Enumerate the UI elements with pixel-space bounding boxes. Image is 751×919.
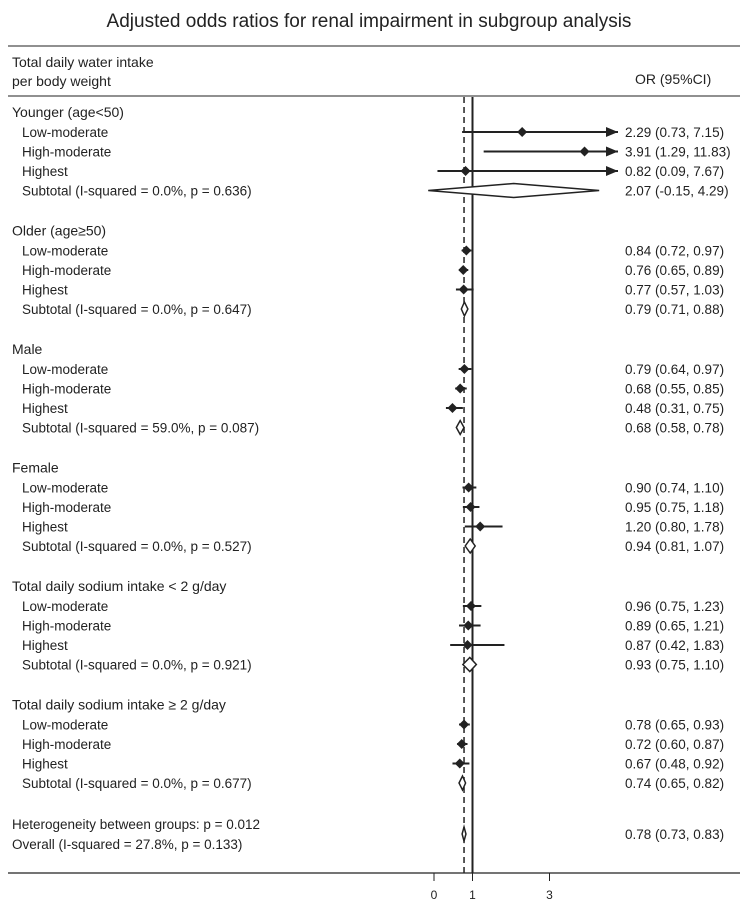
row-ci-text: 0.48 (0.31, 0.75) xyxy=(625,401,724,416)
row-ci-text: 0.82 (0.09, 7.67) xyxy=(625,164,724,179)
row-point-estimate xyxy=(459,719,470,730)
subtotal-label: Subtotal (I-squared = 0.0%, p = 0.677) xyxy=(22,776,252,791)
group-label: Female xyxy=(12,460,59,476)
row-label: Low-moderate xyxy=(22,244,108,259)
subtotal-diamond xyxy=(460,300,469,318)
subtotal-ci-text: 2.07 (-0.15, 4.29) xyxy=(625,184,729,199)
overall-diamond xyxy=(461,824,467,844)
subtotal-ci-text: 0.74 (0.65, 0.82) xyxy=(625,776,724,791)
row-ci-arrow xyxy=(606,146,618,157)
overall-ci-text: 0.78 (0.73, 0.83) xyxy=(625,827,724,842)
row-label: Low-moderate xyxy=(22,718,108,733)
row-label: Highest xyxy=(22,164,68,179)
row-point-estimate xyxy=(456,739,467,749)
row-ci-text: 0.89 (0.65, 1.21) xyxy=(625,619,724,634)
x-axis-tick-label: 3 xyxy=(546,888,553,902)
group-label: Total daily sodium intake ≥ 2 g/day xyxy=(12,697,226,713)
row-label: Highest xyxy=(22,757,68,772)
row-point-estimate xyxy=(461,245,472,256)
group-label: Male xyxy=(12,341,43,357)
row-label: High-moderate xyxy=(22,145,111,160)
row-label: High-moderate xyxy=(22,737,111,752)
row-point-estimate xyxy=(459,364,470,374)
subtotal-diamond xyxy=(458,774,467,792)
row-label: Highest xyxy=(22,520,68,535)
row-point-estimate xyxy=(462,640,473,650)
subtotal-ci-text: 0.94 (0.81, 1.07) xyxy=(625,539,724,554)
subtotal-diamond xyxy=(428,182,600,199)
row-ci-text: 1.20 (0.80, 1.78) xyxy=(625,520,724,535)
chart-title: Adjusted odds ratios for renal impairmen… xyxy=(107,11,632,32)
row-ci-text: 0.78 (0.65, 0.93) xyxy=(625,718,724,733)
overall-label: Overall (I-squared = 27.8%, p = 0.133) xyxy=(12,837,242,852)
row-point-estimate xyxy=(458,284,469,295)
row-label: High-moderate xyxy=(22,500,111,515)
subtotal-diamond xyxy=(464,537,477,555)
subtotal-diamond xyxy=(461,656,478,673)
left-header-line1: Total daily water intake xyxy=(12,54,154,70)
group-label: Younger (age<50) xyxy=(12,104,124,120)
row-ci-text: 0.79 (0.64, 0.97) xyxy=(625,362,724,377)
subtotal-diamond xyxy=(455,418,465,437)
heterogeneity-label: Heterogeneity between groups: p = 0.012 xyxy=(12,817,260,832)
row-ci-text: 0.67 (0.48, 0.92) xyxy=(625,757,724,772)
subtotal-ci-text: 0.93 (0.75, 1.10) xyxy=(625,658,724,673)
row-point-estimate xyxy=(460,166,471,176)
subtotal-ci-text: 0.68 (0.58, 0.78) xyxy=(625,421,724,436)
row-label: Low-moderate xyxy=(22,125,108,140)
row-ci-text: 0.96 (0.75, 1.23) xyxy=(625,599,724,614)
row-point-estimate xyxy=(517,127,528,137)
right-header: OR (95%CI) xyxy=(635,71,711,87)
subtotal-ci-text: 0.79 (0.71, 0.88) xyxy=(625,302,724,317)
row-ci-text: 2.29 (0.73, 7.15) xyxy=(625,125,724,140)
row-point-estimate xyxy=(447,403,458,413)
row-point-estimate xyxy=(579,146,590,157)
row-point-estimate xyxy=(465,502,476,512)
row-ci-text: 0.84 (0.72, 0.97) xyxy=(625,244,724,259)
row-point-estimate xyxy=(465,601,476,611)
row-ci-text: 0.68 (0.55, 0.85) xyxy=(625,382,724,397)
row-label: Highest xyxy=(22,638,68,653)
row-ci-text: 0.72 (0.60, 0.87) xyxy=(625,737,724,752)
group-label: Total daily sodium intake < 2 g/day xyxy=(12,578,226,594)
subtotal-label: Subtotal (I-squared = 59.0%, p = 0.087) xyxy=(22,421,259,436)
group-label: Older (age≥50) xyxy=(12,223,106,239)
row-label: Highest xyxy=(22,401,68,416)
subtotal-label: Subtotal (I-squared = 0.0%, p = 0.921) xyxy=(22,658,252,673)
row-ci-text: 0.87 (0.42, 1.83) xyxy=(625,638,724,653)
row-label: High-moderate xyxy=(22,382,111,397)
subtotal-label: Subtotal (I-squared = 0.0%, p = 0.527) xyxy=(22,539,252,554)
subtotal-label: Subtotal (I-squared = 0.0%, p = 0.636) xyxy=(22,184,252,199)
row-ci-text: 0.90 (0.74, 1.10) xyxy=(625,481,724,496)
row-point-estimate xyxy=(463,620,474,631)
row-point-estimate xyxy=(458,265,469,275)
row-label: Low-moderate xyxy=(22,362,108,377)
row-label: High-moderate xyxy=(22,263,111,278)
row-point-estimate xyxy=(455,383,466,394)
left-header-line2: per body weight xyxy=(12,73,111,89)
row-ci-text: 0.95 (0.75, 1.18) xyxy=(625,500,724,515)
row-label: Low-moderate xyxy=(22,599,108,614)
row-ci-arrow xyxy=(606,166,618,176)
row-ci-arrow xyxy=(606,127,618,137)
row-point-estimate xyxy=(463,482,474,493)
subtotal-label: Subtotal (I-squared = 0.0%, p = 0.647) xyxy=(22,302,252,317)
row-label: Low-moderate xyxy=(22,481,108,496)
row-label: Highest xyxy=(22,283,68,298)
x-axis-tick-label: 1 xyxy=(469,888,476,902)
row-point-estimate xyxy=(454,758,465,769)
x-axis-tick-label: 0 xyxy=(431,888,438,902)
row-ci-text: 0.77 (0.57, 1.03) xyxy=(625,283,724,298)
row-ci-text: 0.76 (0.65, 0.89) xyxy=(625,263,724,278)
row-point-estimate xyxy=(475,521,486,532)
row-ci-text: 3.91 (1.29, 11.83) xyxy=(625,145,731,160)
row-label: High-moderate xyxy=(22,619,111,634)
